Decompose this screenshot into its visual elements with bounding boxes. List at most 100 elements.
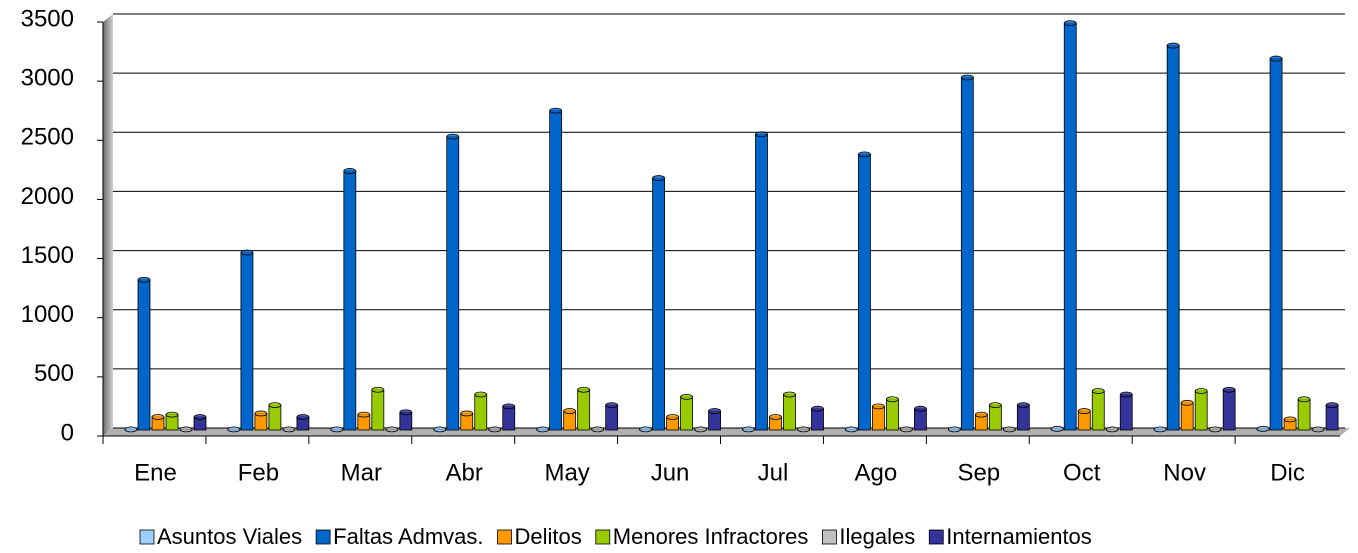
x-tick-label: Abr (446, 459, 483, 486)
bar (811, 408, 824, 431)
bar-cap (652, 175, 665, 181)
x-tick-label: Jun (651, 459, 690, 486)
legend-swatch (595, 529, 611, 545)
bar-cap (343, 168, 357, 174)
bar-cap (1208, 426, 1222, 433)
legend-swatch (928, 529, 944, 545)
bar (1166, 45, 1180, 431)
bar-cap (446, 133, 460, 140)
bar-cap (1050, 425, 1064, 432)
bar-cap (872, 403, 885, 410)
bar-cap (1269, 55, 1283, 62)
legend-label: Faltas Admvas. (333, 524, 483, 549)
bar (268, 404, 282, 431)
bar (1297, 398, 1311, 431)
x-tick-label: Nov (1163, 459, 1206, 486)
bar-cap (769, 414, 782, 420)
bar-cap (900, 426, 913, 433)
bar (1016, 404, 1030, 431)
bar-cap (474, 391, 488, 398)
bar-cap (742, 426, 755, 433)
bar-cap (845, 426, 858, 433)
bar (858, 153, 871, 431)
legend-swatch (497, 529, 512, 545)
back-wall (103, 14, 113, 436)
bar-cap (240, 249, 254, 256)
bar-cap (124, 426, 138, 433)
bar-cap (357, 411, 371, 418)
legend-label: Delitos (515, 524, 582, 549)
bar-cap (1222, 386, 1236, 393)
bar-cap (666, 414, 679, 420)
legend-label: Asuntos Viales (157, 524, 302, 549)
bar-cap (1166, 42, 1180, 49)
bar (1091, 390, 1105, 431)
bar-cap (914, 405, 927, 412)
bar (1119, 394, 1133, 431)
bar-cap (385, 426, 399, 433)
bar (446, 136, 460, 431)
bar-cap (137, 276, 151, 283)
x-tick-label: Sep (957, 459, 1000, 486)
bar-cap (488, 426, 502, 433)
bar-cap (755, 131, 768, 138)
bar (1180, 402, 1194, 431)
bar (1194, 390, 1208, 431)
bar-cap (811, 405, 824, 412)
bar-cap (268, 402, 282, 409)
bar-cap (371, 386, 385, 393)
bar-cap (708, 408, 721, 414)
bar (1222, 389, 1236, 431)
y-tick-label: 0 (61, 419, 74, 446)
bar-cap (296, 414, 310, 420)
x-tick-label: Feb (238, 459, 279, 486)
bar (549, 110, 563, 431)
bar-cap (1091, 388, 1105, 394)
floor (103, 428, 1350, 436)
y-tick-label: 3500 (21, 5, 74, 32)
bar (137, 279, 151, 431)
bar-cap (886, 396, 899, 403)
legend-swatch (139, 529, 155, 545)
bar (652, 177, 665, 431)
bar-cap (549, 107, 563, 114)
bar-cap (330, 426, 344, 433)
bar (502, 405, 516, 431)
bar-cap (433, 426, 447, 433)
legend-label: Menores Infractores (613, 524, 809, 549)
bar-cap (960, 74, 974, 81)
bar (755, 133, 768, 431)
y-tick-label: 2500 (21, 124, 74, 151)
bar-cap (1077, 408, 1091, 414)
legend-label: Ilegales (839, 524, 915, 549)
bar-cap (1002, 426, 1016, 433)
bar-cap (591, 426, 605, 433)
bar-cap (988, 402, 1002, 409)
y-tick-label: 500 (34, 360, 74, 387)
bar (872, 405, 885, 431)
bar-cap (1256, 425, 1270, 432)
bar (960, 77, 974, 431)
x-tick-label: Ago (855, 459, 898, 486)
bar-cap (1297, 396, 1311, 403)
x-tick-label: Oct (1063, 459, 1101, 486)
bar-cap (460, 410, 474, 417)
bar-cap (605, 402, 619, 409)
bar-cap (858, 151, 871, 158)
x-tick-label: Jul (758, 459, 789, 486)
bar-cap (399, 409, 413, 416)
bar-cap (227, 426, 241, 433)
bar-cap (282, 426, 296, 433)
bar-cap (563, 408, 577, 414)
bar-cap (502, 403, 516, 410)
bar (783, 394, 796, 431)
bar-cap (536, 426, 550, 433)
bar (343, 170, 357, 431)
bar-cap (680, 393, 693, 400)
bar-cap (974, 411, 988, 418)
bar (371, 389, 385, 431)
bar-cap (783, 391, 796, 398)
bar-cap (797, 426, 810, 433)
bar (680, 396, 693, 431)
bar (1325, 404, 1339, 431)
